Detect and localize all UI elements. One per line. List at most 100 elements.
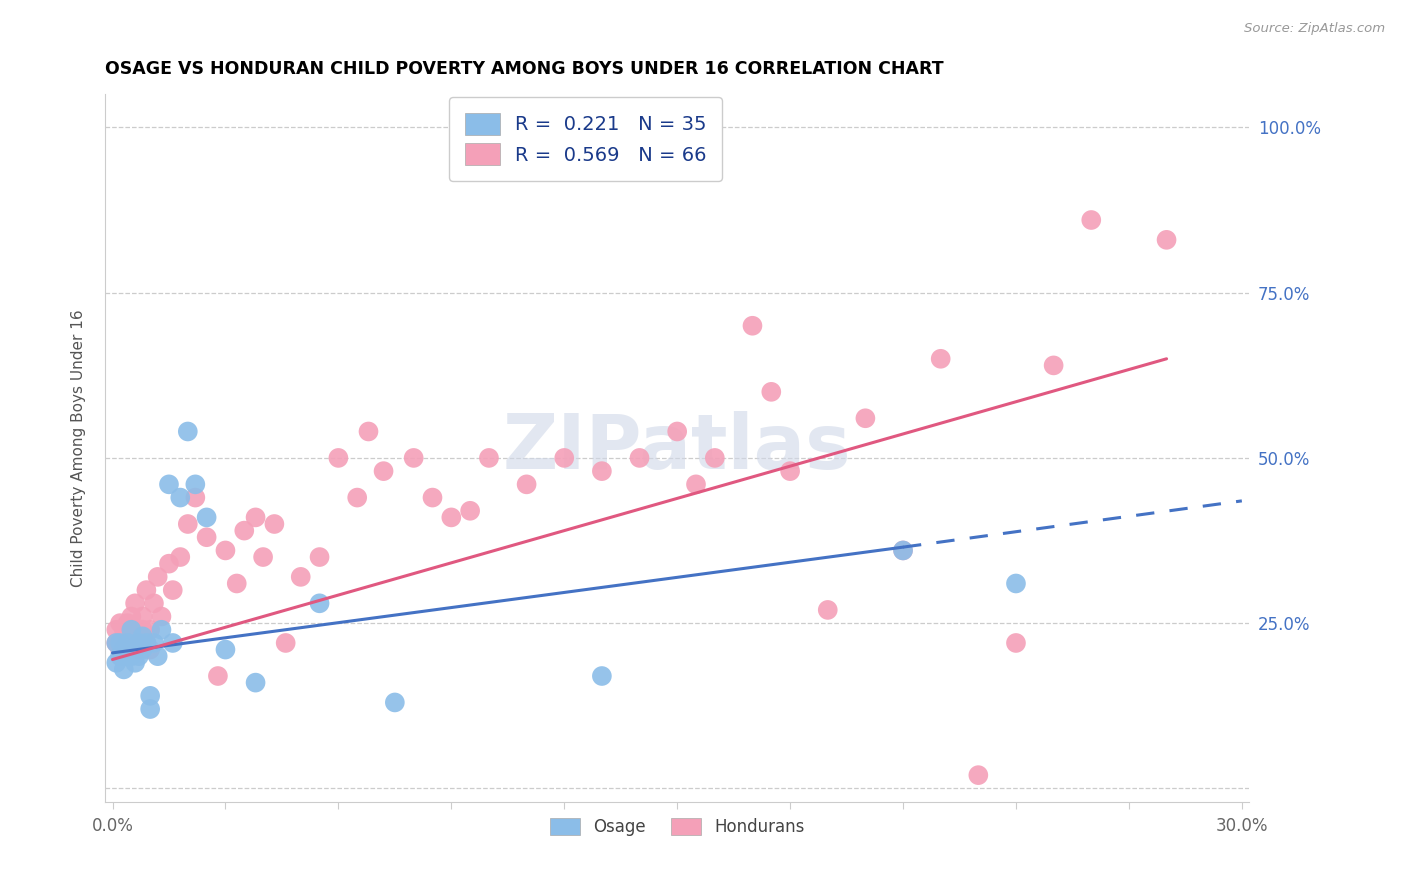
Point [290,570,312,584]
Point [169,491,191,505]
Point [139,689,162,703]
Point [357,425,380,439]
Point [1156,233,1178,247]
Point [252,549,274,564]
Point [128,649,150,664]
Point [929,351,952,366]
Point [131,609,153,624]
Point [142,636,165,650]
Point [591,464,613,478]
Point [162,583,184,598]
Point [184,477,207,491]
Point [553,450,575,465]
Point [150,623,173,637]
Point [761,384,783,399]
Point [108,616,131,631]
Point [131,623,153,637]
Point [139,623,162,637]
Point [108,642,131,657]
Point [177,425,200,439]
Point [124,623,146,637]
Point [105,636,128,650]
Point [741,318,763,333]
Point [308,596,330,610]
Point [120,649,142,664]
Point [478,450,501,465]
Point [131,629,153,643]
Point [105,636,128,650]
Point [139,702,162,716]
Point [516,477,538,491]
Point [779,464,801,478]
Point [128,636,150,650]
Text: ZIPatlas: ZIPatlas [503,411,852,485]
Point [128,636,150,650]
Point [124,642,146,657]
Point [131,642,153,657]
Point [146,570,169,584]
Point [384,695,406,709]
Point [233,524,256,538]
Text: OSAGE VS HONDURAN CHILD POVERTY AMONG BOYS UNDER 16 CORRELATION CHART: OSAGE VS HONDURAN CHILD POVERTY AMONG BO… [105,60,943,78]
Point [440,510,463,524]
Point [1080,213,1102,227]
Y-axis label: Child Poverty Among Boys Under 16: Child Poverty Among Boys Under 16 [72,310,86,587]
Point [142,596,165,610]
Point [135,636,157,650]
Legend: Osage, Hondurans: Osage, Hondurans [543,811,811,843]
Point [146,649,169,664]
Point [666,425,689,439]
Point [195,510,218,524]
Point [108,636,131,650]
Point [112,642,135,657]
Point [135,636,157,650]
Point [117,649,139,664]
Point [245,675,267,690]
Point [157,557,180,571]
Point [891,543,914,558]
Point [346,491,368,505]
Point [328,450,350,465]
Point [207,669,229,683]
Point [177,516,200,531]
Point [128,642,150,657]
Point [120,623,142,637]
Point [135,583,157,598]
Point [105,623,128,637]
Point [422,491,444,505]
Point [274,636,297,650]
Point [120,609,142,624]
Point [150,609,173,624]
Point [703,450,725,465]
Point [195,530,218,544]
Point [967,768,990,782]
Point [117,636,139,650]
Point [124,596,146,610]
Point [162,636,184,650]
Point [1005,576,1028,591]
Point [1005,636,1028,650]
Text: Source: ZipAtlas.com: Source: ZipAtlas.com [1244,22,1385,36]
Point [308,549,330,564]
Point [685,477,707,491]
Point [855,411,877,425]
Point [139,642,162,657]
Point [1042,359,1064,373]
Point [891,543,914,558]
Point [169,549,191,564]
Point [214,642,236,657]
Point [157,477,180,491]
Point [124,656,146,670]
Point [112,662,135,676]
Point [120,636,142,650]
Point [817,603,839,617]
Point [402,450,425,465]
Point [373,464,395,478]
Point [214,543,236,558]
Point [263,516,285,531]
Point [105,656,128,670]
Point [628,450,651,465]
Point [108,649,131,664]
Point [112,623,135,637]
Point [591,669,613,683]
